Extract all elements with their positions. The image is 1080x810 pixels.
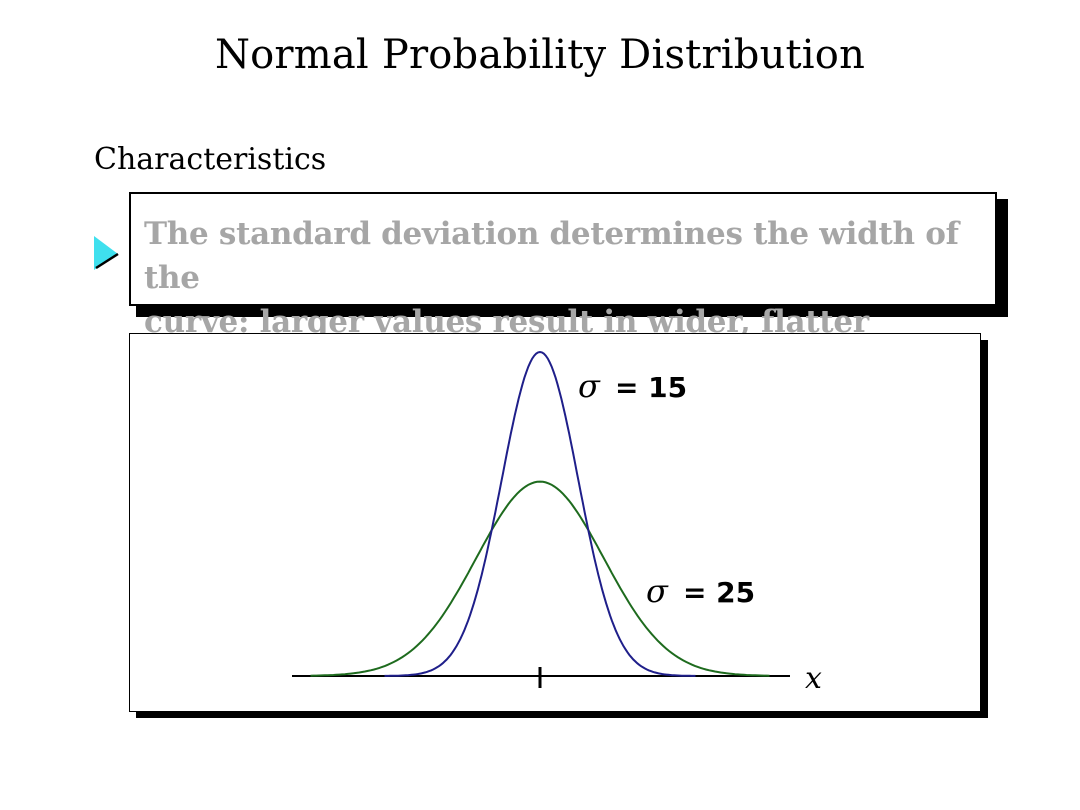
label-sigma-25: σ = 25 [646, 572, 755, 610]
slide-title: Normal Probability Distribution [214, 32, 866, 78]
label-sigma-15: σ = 15 [578, 367, 687, 405]
bullet-arrow-icon [94, 236, 119, 270]
curve-sigma-15 [384, 350, 696, 677]
sigma-value-15: = 15 [615, 371, 687, 404]
sigma-value-25: = 25 [683, 576, 755, 609]
curve-sigma-25 [310, 480, 770, 677]
x-axis-label: x [805, 661, 822, 696]
sigma-symbol-15: σ [578, 367, 601, 405]
bullet-callout-box: The standard deviation determines the wi… [129, 192, 997, 384]
bullet-text-line-1: The standard deviation determines the wi… [144, 216, 959, 296]
section-heading: Characteristics [94, 142, 327, 177]
figure-frame [129, 333, 981, 712]
sigma-symbol-25: σ [646, 572, 669, 610]
